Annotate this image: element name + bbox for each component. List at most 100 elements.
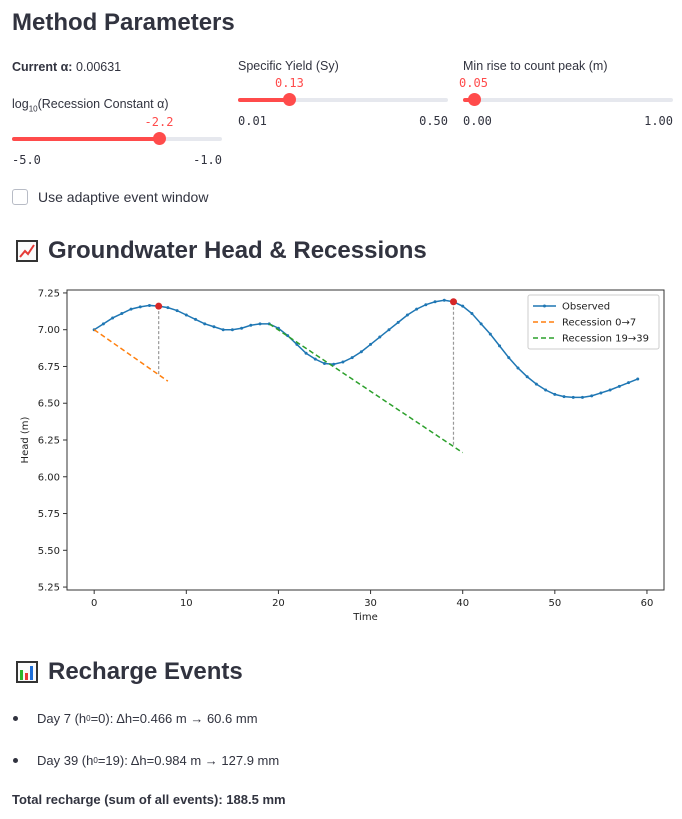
list-item: Day 39 (h 0 =19): Δh=0.984 m → 127.9 mm <box>0 752 279 768</box>
y-tick-label: 6.00 <box>38 472 60 483</box>
x-tick-label: 10 <box>180 598 193 609</box>
chart-increasing-icon <box>16 240 38 262</box>
data-point <box>147 303 151 307</box>
data-point <box>562 395 566 399</box>
data-point <box>525 375 529 379</box>
data-point <box>175 309 179 313</box>
y-tick-label: 7.00 <box>38 325 60 336</box>
slider-min: 0.01 <box>238 114 267 128</box>
data-point <box>359 350 363 354</box>
data-point <box>304 351 308 355</box>
slider-value: 0.05 <box>459 76 488 90</box>
data-point <box>608 388 612 392</box>
y-tick-label: 5.50 <box>38 546 60 557</box>
label-prefix: log <box>12 97 29 111</box>
data-point <box>590 394 594 398</box>
current-alpha: Current α: 0.00631 <box>12 60 121 74</box>
data-point <box>507 356 511 360</box>
data-point <box>138 305 142 309</box>
y-tick-label: 6.50 <box>38 399 60 410</box>
data-point <box>636 377 640 381</box>
data-point <box>323 362 327 366</box>
peak-marker <box>449 298 457 306</box>
data-point <box>166 306 170 310</box>
slider-max: 1.00 <box>644 114 673 128</box>
current-alpha-label: Current α: <box>12 60 73 74</box>
data-point <box>249 323 253 327</box>
slider-thumb[interactable] <box>153 132 166 145</box>
data-point <box>534 382 538 386</box>
data-point <box>571 395 575 399</box>
head-chart: 0 10 20 30 40 50 60 5.25 5.50 5.75 6.00 6.25 6.50 6.7… <box>20 288 665 623</box>
recharge-title-text: Recharge Events <box>48 658 243 685</box>
slider-min: 0.00 <box>463 114 492 128</box>
x-axis-label: Time <box>352 612 377 623</box>
recharge-list: Day 7 (h 0 =0): Δh=0.466 m → 60.6 mm Day 3… <box>0 710 279 768</box>
data-point <box>617 384 621 388</box>
data-point <box>461 304 465 308</box>
data-point <box>203 322 207 326</box>
data-point <box>230 328 234 332</box>
adaptive-window-checkbox[interactable]: Use adaptive event window <box>12 189 208 205</box>
event-text: Day 39 (h <box>37 752 94 768</box>
data-point <box>350 356 354 360</box>
data-point <box>101 322 105 326</box>
data-point <box>442 298 446 302</box>
data-point <box>580 395 584 399</box>
chart-section-title-text: Groundwater Head & Recessions <box>48 237 427 264</box>
data-point <box>405 313 409 317</box>
bar-chart-icon <box>16 661 38 683</box>
y-tick-label: 5.25 <box>38 583 60 594</box>
bullet <box>13 757 18 763</box>
log-alpha-label: log10(Recession Constant α) <box>12 97 168 114</box>
data-point <box>212 325 216 329</box>
data-point <box>240 326 244 330</box>
slider-thumb[interactable] <box>467 93 481 106</box>
data-point <box>258 322 262 326</box>
data-point <box>415 307 419 311</box>
data-point <box>488 332 492 336</box>
slider-value: 0.13 <box>274 76 304 90</box>
x-tick-label: 0 <box>91 598 97 609</box>
data-point <box>221 328 225 332</box>
y-tick-label: 6.25 <box>38 436 60 447</box>
event-text-rest: =19): Δh=0.984 m → 127.9 mm <box>97 752 280 768</box>
slider-value: -2.2 <box>144 115 174 129</box>
data-point <box>295 342 299 346</box>
legend-label: Recession 0→7 <box>562 318 636 329</box>
y-tick-label: 7.25 <box>38 288 60 299</box>
data-point <box>387 328 391 332</box>
list-item: Day 7 (h 0 =0): Δh=0.466 m → 60.6 mm <box>0 710 279 726</box>
slider-max: 0.50 <box>419 114 448 128</box>
data-point <box>516 366 520 370</box>
bullet <box>13 715 18 721</box>
slider-fill <box>12 137 159 141</box>
data-point <box>544 388 548 392</box>
x-tick-label: 30 <box>364 598 377 609</box>
legend-marker <box>543 304 546 308</box>
total-recharge: Total recharge (sum of all events): 188.… <box>12 792 286 807</box>
event-text: Day 7 (h <box>37 710 87 726</box>
legend: Observed Recession 0→7 Recession 19→39 <box>527 294 660 350</box>
data-point <box>424 303 428 307</box>
current-alpha-value: 0.00631 <box>75 60 122 74</box>
min-rise-label: Min rise to count peak (m) <box>463 59 608 73</box>
data-point <box>599 391 603 395</box>
data-point <box>396 320 400 324</box>
x-tick-label: 50 <box>548 598 561 609</box>
x-tick-label: 60 <box>641 598 654 609</box>
recharge-title: Recharge Events <box>16 658 243 686</box>
checkbox-box[interactable] <box>12 189 28 205</box>
data-point <box>111 316 115 320</box>
slider-thumb[interactable] <box>283 93 297 106</box>
data-point <box>313 357 317 361</box>
data-point <box>433 300 437 304</box>
chart-section-title: Groundwater Head & Recessions <box>16 237 427 265</box>
data-point <box>184 313 188 317</box>
x-tick-label: 20 <box>272 598 285 609</box>
event-text-rest: =0): Δh=0.466 m → 60.6 mm <box>90 710 258 726</box>
event-sub: 0 <box>93 755 98 765</box>
checkbox-label: Use adaptive event window <box>38 189 209 205</box>
data-point <box>194 317 198 321</box>
event-sub: 0 <box>86 713 91 723</box>
